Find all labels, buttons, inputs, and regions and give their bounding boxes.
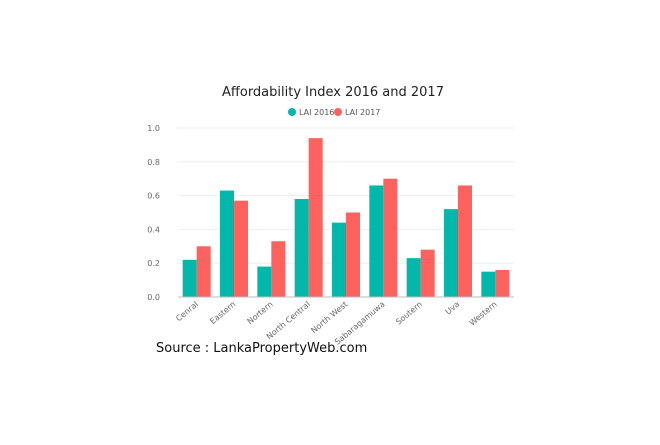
bar-lai-2017 <box>383 178 398 297</box>
bar-lai-2016 <box>481 271 496 297</box>
x-tick-label: Cenral <box>174 300 200 324</box>
x-tick-label: Eastern <box>208 300 237 326</box>
bar-lai-2017 <box>420 249 435 297</box>
bar-lai-2017 <box>308 138 323 297</box>
bar-lai-2016 <box>369 185 384 297</box>
bars <box>182 138 510 297</box>
bar-lai-2016 <box>406 258 421 297</box>
bar-lai-2017 <box>196 246 211 297</box>
x-tick-label: Western <box>468 300 499 328</box>
bar-lai-2016 <box>257 266 272 297</box>
bar-lai-2017 <box>271 241 286 297</box>
bar-lai-2016 <box>220 190 234 297</box>
legend-marker <box>288 108 296 116</box>
y-tick-label: 0.2 <box>147 259 160 268</box>
source-note: Source : LankaPropertyWeb.com <box>156 341 368 356</box>
bar-lai-2017 <box>458 185 472 297</box>
bar-lai-2016 <box>182 259 197 297</box>
bar-lai-2017 <box>346 212 360 297</box>
x-tick-label: Uva <box>444 300 462 317</box>
bar-lai-2016 <box>294 198 309 297</box>
y-tick-label: 0.4 <box>147 225 160 234</box>
bar-lai-2016 <box>332 222 346 297</box>
y-tick-label: 1.0 <box>147 124 160 133</box>
legend-marker <box>334 108 342 116</box>
chart-title: Affordability Index 2016 and 2017 <box>222 85 444 100</box>
x-tick-label: Soutern <box>394 300 424 327</box>
y-tick-label: 0.0 <box>147 293 160 302</box>
y-tick-label: 0.6 <box>147 192 160 201</box>
bar-lai-2017 <box>234 200 248 297</box>
y-axis: 0.0 0.2 0.4 0.6 0.8 1.0 <box>147 124 160 302</box>
x-tick-label: Nortern <box>246 300 275 326</box>
bar-lai-2016 <box>444 209 458 297</box>
y-tick-label: 0.8 <box>147 158 160 167</box>
bar-lai-2017 <box>495 269 510 297</box>
legend-label: LAI 2016 <box>299 108 334 117</box>
legend-label: LAI 2017 <box>345 108 380 117</box>
chart-legend: LAI 2016 LAI 2017 <box>288 108 380 117</box>
